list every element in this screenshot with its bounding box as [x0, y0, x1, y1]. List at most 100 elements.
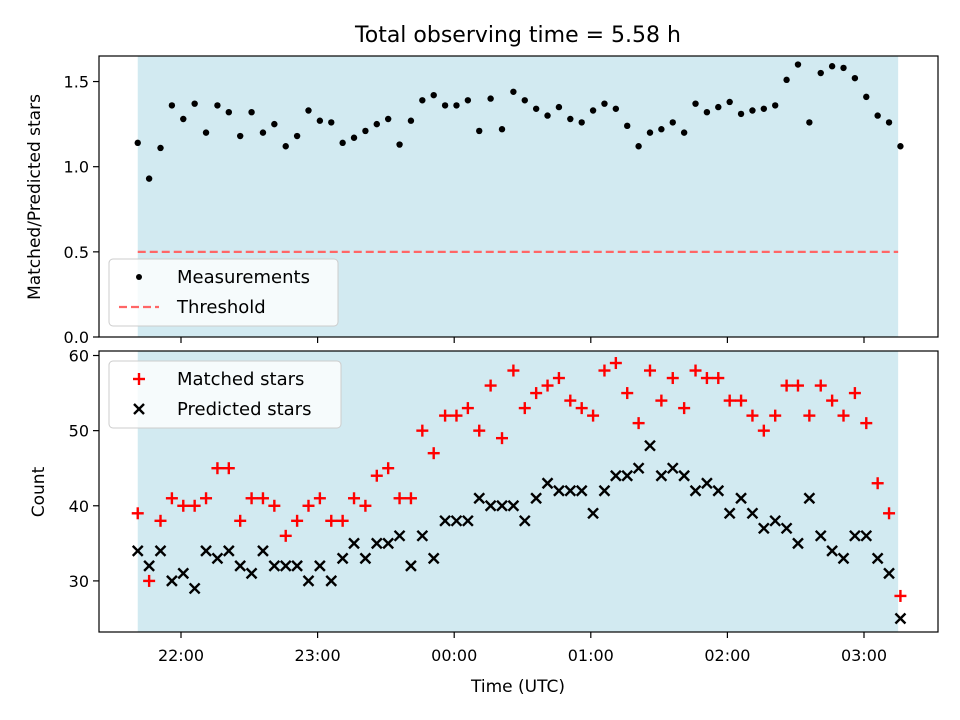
matched-star-point: [245, 492, 258, 505]
measurement-point: [407, 117, 415, 124]
matched-star-point: [735, 394, 748, 407]
measurement-point: [658, 126, 665, 133]
predicted-star-point: [188, 582, 201, 595]
predicted-star-point: [689, 484, 702, 497]
predicted-star-point: [632, 462, 645, 475]
measurement-point: [441, 102, 449, 109]
predicted-star-point: [507, 499, 520, 512]
x-axis-label: Time (UTC): [470, 677, 565, 697]
matched-star-point: [188, 499, 201, 512]
matched-star-point: [746, 409, 759, 422]
matched-star-point: [541, 379, 554, 392]
legend-measurement-dot: [136, 274, 142, 280]
predicted-star-point: [450, 514, 463, 527]
measurement-point: [624, 122, 631, 130]
matched-star-point: [632, 417, 645, 430]
matched-star-point: [575, 402, 588, 415]
matched-star-point: [313, 492, 326, 505]
measurement-point: [202, 129, 210, 136]
bottom-y-axis-label: Count: [29, 466, 49, 517]
measurement-point: [772, 102, 779, 109]
bottom-y-tick-label: 40: [69, 497, 89, 516]
measurement-point: [555, 103, 563, 111]
predicted-star-point: [473, 492, 486, 505]
predicted-star-point: [393, 529, 406, 542]
measurement-point: [510, 88, 517, 95]
predicted-stars-points: [131, 439, 907, 625]
measurement-point: [737, 110, 745, 118]
predicted-star-point: [849, 529, 861, 542]
measurement-point: [419, 97, 426, 104]
predicted-star-point: [803, 492, 816, 505]
measurement-point: [214, 102, 221, 109]
measurement-point: [680, 129, 688, 136]
predicted-star-point: [279, 560, 292, 572]
measurement-point: [373, 120, 380, 128]
measurement-point: [362, 127, 369, 135]
top-y-axis-label: Matched/Predicted stars: [25, 94, 45, 300]
predicted-star-point: [484, 499, 497, 512]
predicted-star-point: [541, 477, 554, 490]
predicted-star-point: [359, 552, 372, 565]
top-panel: Total observing time = 5.58 h 0.0 0.5 1.0 1…: [25, 23, 939, 347]
matched-star-point: [780, 379, 793, 392]
predicted-star-point: [871, 552, 884, 565]
predicted-star-point: [530, 492, 543, 505]
predicted-star-point: [701, 477, 713, 490]
top-y-tick-label: 0.5: [64, 243, 89, 262]
predicted-star-point: [621, 469, 634, 482]
matched-star-point: [643, 364, 656, 377]
matched-star-point: [860, 417, 873, 430]
measurement-point: [453, 102, 460, 109]
predicted-star-point: [291, 560, 303, 572]
matched-star-point: [256, 492, 269, 505]
measurement-point: [271, 120, 278, 128]
x-tick-label: 22:00: [158, 646, 204, 665]
matched-star-point: [143, 574, 156, 587]
predicted-star-point: [883, 567, 895, 580]
matched-star-point: [723, 394, 736, 407]
predicted-star-point: [302, 575, 315, 587]
measurement-point: [783, 76, 790, 84]
measurement-point: [646, 129, 654, 136]
matched-star-point: [450, 409, 463, 422]
matched-star-point: [803, 409, 816, 422]
matched-star-point: [268, 499, 281, 512]
matched-star-point: [769, 409, 782, 422]
measurement-point: [874, 112, 881, 119]
matched-star-point: [587, 409, 600, 422]
matched-star-point: [461, 402, 474, 415]
measurement-point: [715, 103, 722, 111]
matched-star-point: [826, 394, 839, 407]
top-legend-box: [108, 258, 339, 327]
predicted-star-point: [518, 514, 531, 527]
matched-star-point: [348, 492, 361, 505]
predicted-star-point: [382, 537, 395, 550]
bottom-plot-frame: [98, 350, 939, 633]
matched-star-point: [291, 514, 304, 527]
matched-star-point: [154, 514, 167, 527]
measurement-point: [396, 141, 403, 148]
matched-star-point: [222, 462, 235, 475]
predicted-star-point: [496, 499, 508, 512]
matched-star-point: [211, 462, 224, 475]
legend-matched-label: Matched stars: [177, 369, 304, 390]
measurement-point: [487, 95, 494, 102]
measurement-point: [498, 126, 506, 133]
measurement-point: [180, 115, 187, 123]
x-tick-label: 23:00: [295, 646, 341, 665]
measurement-point: [544, 112, 551, 119]
legend-predicted-label: Predicted stars: [177, 399, 311, 420]
matched-star-point: [564, 394, 577, 407]
measurement-point: [806, 119, 813, 126]
predicted-star-point: [769, 514, 782, 527]
measurement-point: [328, 119, 335, 126]
predicted-star-point: [462, 514, 474, 527]
predicted-star-point: [678, 469, 690, 482]
measurement-point: [692, 100, 699, 107]
predicted-star-point: [314, 560, 326, 572]
predicted-star-point: [234, 560, 247, 572]
matched-star-point: [439, 409, 452, 422]
matched-star-point: [609, 357, 622, 370]
predicted-star-point: [564, 484, 577, 497]
